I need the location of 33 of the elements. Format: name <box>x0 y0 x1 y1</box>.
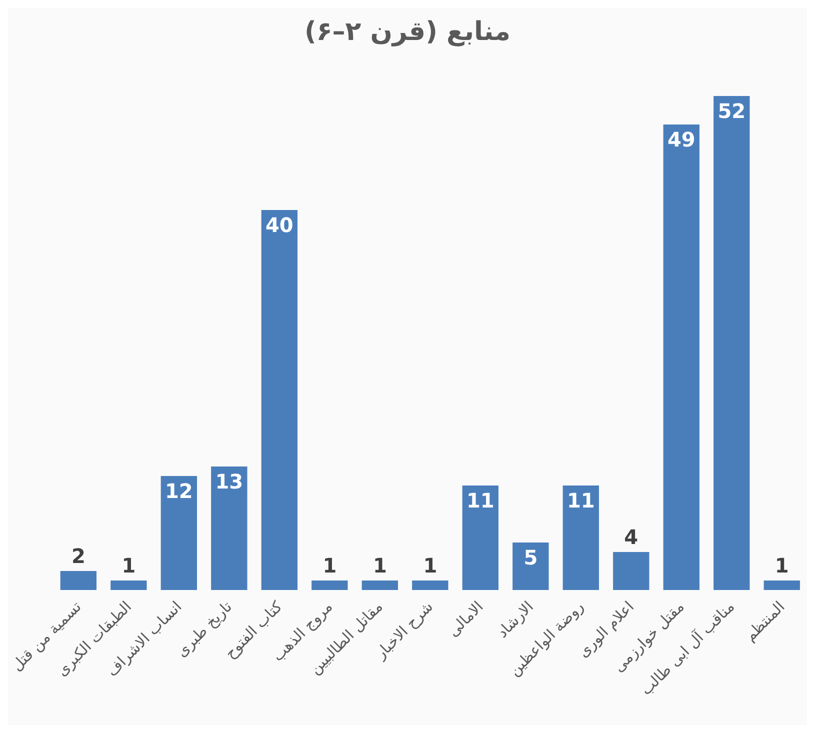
bar <box>312 580 348 590</box>
data-label: 11 <box>566 488 595 512</box>
data-label: 1 <box>322 554 337 578</box>
data-label: 2 <box>71 544 86 568</box>
data-label: 1 <box>372 554 387 578</box>
data-label: 52 <box>718 99 746 123</box>
x-tick-label: المنتظم <box>741 598 788 645</box>
data-label: 1 <box>774 554 789 578</box>
x-tick-label: الامالی <box>444 598 487 640</box>
data-label: 11 <box>466 488 494 512</box>
bar <box>462 486 498 590</box>
bar <box>110 580 147 590</box>
bar <box>412 580 448 590</box>
bar <box>261 210 298 590</box>
bar <box>663 124 700 590</box>
bar <box>160 476 197 590</box>
data-label: 40 <box>265 213 294 237</box>
bar <box>211 466 248 590</box>
data-label: 49 <box>667 128 696 152</box>
bar <box>764 580 800 590</box>
data-label: 12 <box>164 479 193 503</box>
data-label: 13 <box>215 470 244 494</box>
chart-title: منابع (قرن ۲–۶) <box>304 17 511 47</box>
bar <box>362 580 398 590</box>
bar <box>562 486 599 590</box>
bar <box>714 96 750 590</box>
bar <box>512 542 549 590</box>
data-label: 5 <box>524 546 538 570</box>
data-label: 1 <box>122 554 136 578</box>
data-label: 1 <box>423 554 438 578</box>
bar <box>613 552 650 590</box>
data-label: 4 <box>624 525 638 549</box>
bar <box>60 571 97 590</box>
